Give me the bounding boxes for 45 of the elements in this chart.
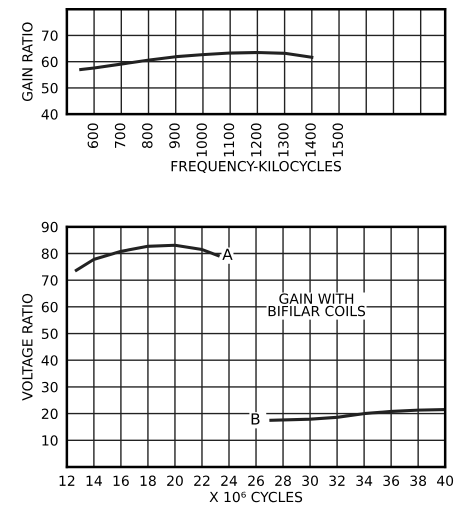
- x-tick-label: 1500: [332, 123, 344, 156]
- y-axis-title: VOLTAGE RATIO: [22, 294, 33, 401]
- y-tick-label: 60: [42, 302, 58, 312]
- y-tick-label: 50: [42, 328, 58, 340]
- y-tick-label: 50: [42, 82, 58, 94]
- series-label: A: [222, 248, 233, 260]
- x-tick-label: 1400: [305, 123, 316, 156]
- x-tick-label: 34: [356, 476, 372, 486]
- x-tick-label: 24: [221, 476, 238, 486]
- y-tick-label: 20: [42, 408, 58, 420]
- x-tick-label: 14: [86, 476, 102, 486]
- x-tick-label: 600: [88, 123, 98, 148]
- x-tick-label: 20: [167, 476, 183, 486]
- y-tick-label: 60: [42, 56, 58, 68]
- x-tick-label: 30: [302, 476, 318, 486]
- y-tick-label: 70: [42, 275, 58, 286]
- x-tick-label: 22: [194, 476, 210, 486]
- y-tick-label: 90: [42, 222, 58, 232]
- x-tick-label: 12: [60, 476, 74, 486]
- y-tick-label: 30: [42, 382, 58, 392]
- x-tick-label: 38: [410, 476, 426, 486]
- x-tick-label: 32: [329, 476, 345, 486]
- series-label: B: [252, 413, 260, 424]
- y-tick-label: 10: [42, 435, 58, 446]
- x-tick-label: 1000: [196, 123, 207, 156]
- y-tick-label: 80: [42, 248, 58, 259]
- x-tick-label: 1200: [250, 123, 262, 156]
- x-axis-title: X 10⁶ CYCLES: [210, 492, 302, 502]
- y-tick-label: 40: [42, 109, 58, 120]
- x-tick-label: 1100: [224, 123, 234, 156]
- x-tick-label: 700: [114, 123, 126, 148]
- x-tick-label: 36: [383, 476, 400, 486]
- x-tick-label: 26: [248, 476, 264, 486]
- x-tick-label: 18: [140, 476, 156, 486]
- x-tick-label: 28: [275, 476, 291, 486]
- x-tick-label: 800: [142, 123, 153, 148]
- x-tick-label: 1300: [278, 123, 289, 156]
- x-axis-title: FREQUENCY-KILOCYCLES: [172, 160, 342, 173]
- annotation: GAIN WITH BIFILAR COILS: [268, 293, 366, 316]
- x-tick-label: 900: [169, 123, 180, 148]
- x-tick-label: 40: [437, 476, 454, 486]
- y-axis-title: GAIN RATIO: [22, 22, 33, 102]
- y-tick-label: 70: [42, 30, 58, 41]
- x-tick-label: 16: [114, 476, 129, 486]
- y-tick-label: 40: [42, 355, 58, 366]
